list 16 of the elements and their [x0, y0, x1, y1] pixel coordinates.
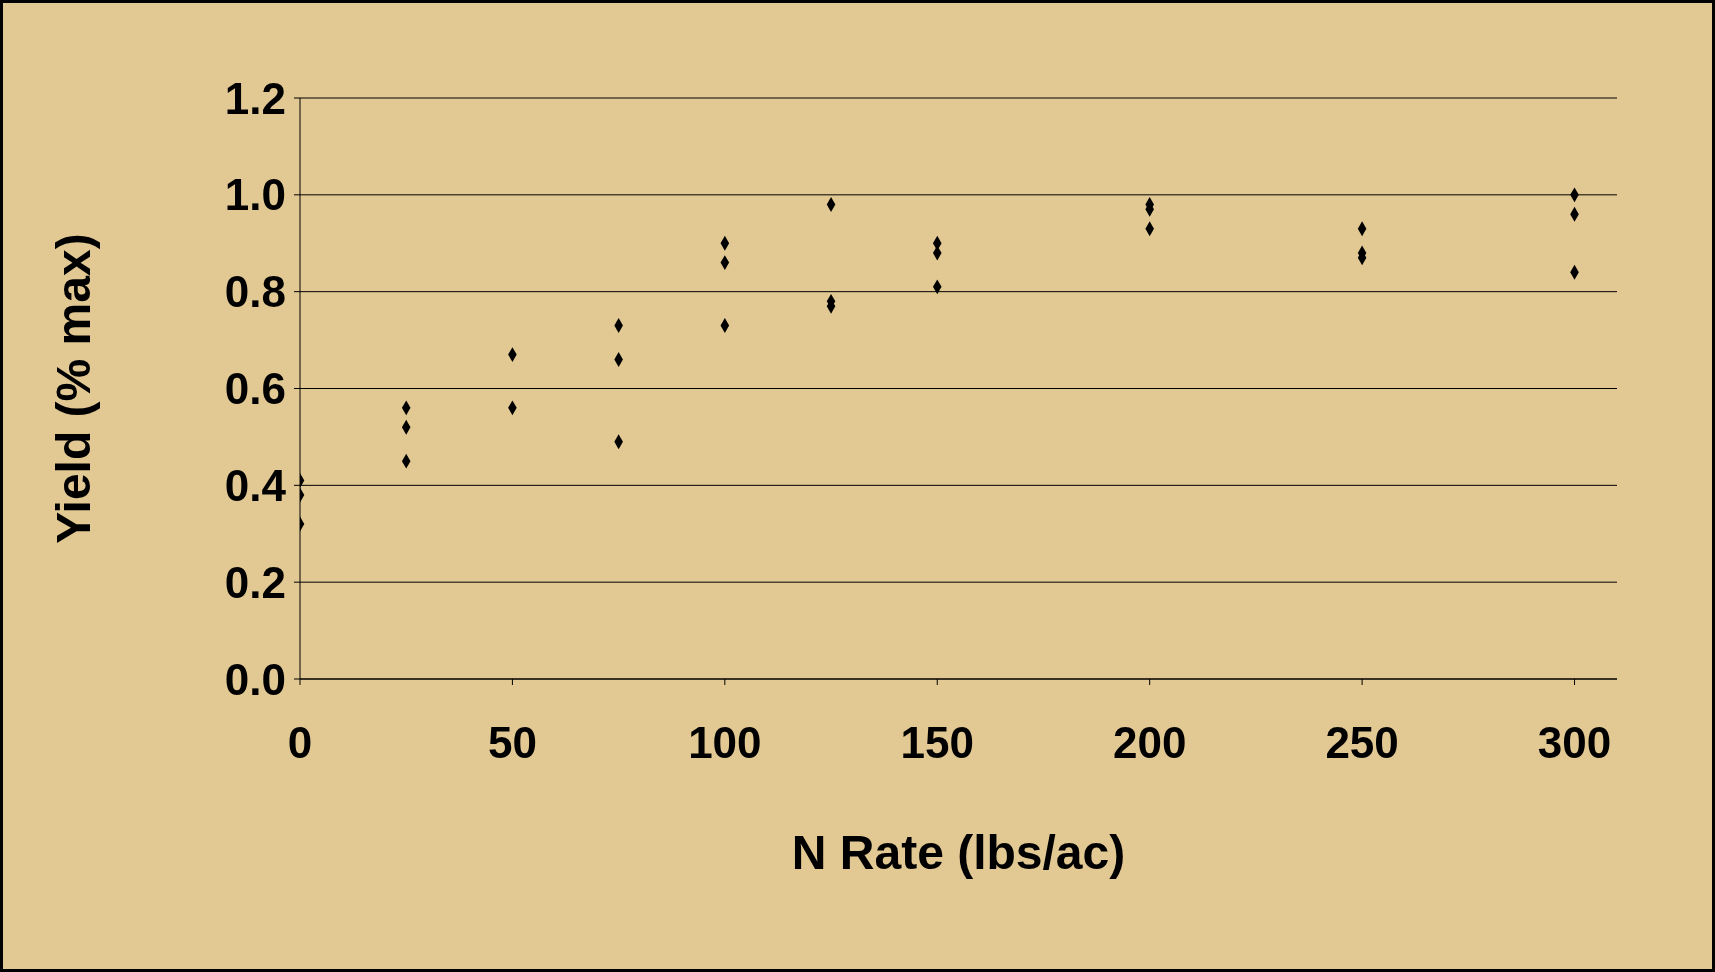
- x-axis-title: N Rate (lbs/ac): [791, 826, 1126, 879]
- y-tick-label: 0.8: [224, 267, 286, 317]
- x-tick-label: 0: [287, 718, 313, 768]
- x-tick-label: 300: [1537, 718, 1612, 768]
- y-tick-label: 0.6: [224, 364, 286, 414]
- x-tick-label: 100: [688, 718, 762, 768]
- y-tick-label: 0.2: [224, 557, 286, 607]
- x-tick-label: 150: [900, 718, 974, 768]
- x-tick-label: 50: [487, 718, 537, 768]
- y-tick-label: 0.0: [224, 654, 286, 704]
- x-tick-label: 250: [1325, 718, 1399, 768]
- y-tick-label: 0.4: [224, 460, 287, 510]
- y-tick-label: 1.2: [224, 73, 286, 123]
- y-axis-title: Yield (% max): [47, 233, 101, 544]
- x-tick-label: 200: [1112, 718, 1187, 768]
- y-tick-label: 1.0: [224, 170, 286, 220]
